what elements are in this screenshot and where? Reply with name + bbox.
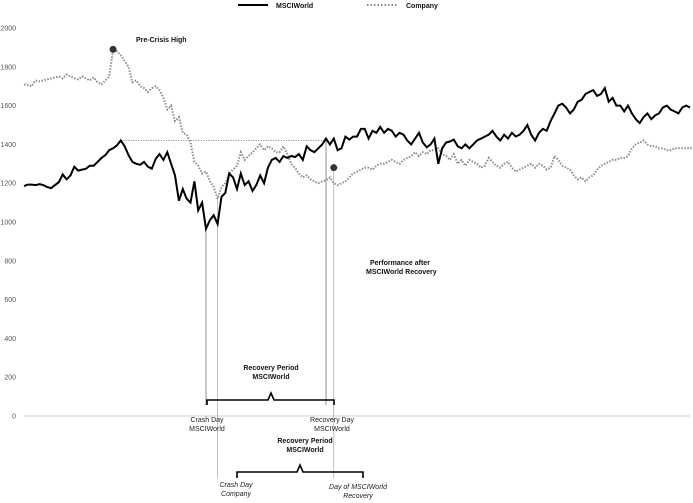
legend-label-company: Company: [406, 3, 438, 10]
y-tick-label: 2000: [0, 26, 16, 33]
annotation-crash-day-msci-line2: MSCIWorld: [189, 426, 225, 433]
y-tick-label: 1800: [0, 64, 16, 71]
annotation-performance-after-2: MSCIWorld Recovery: [366, 269, 437, 276]
y-tick-label: 200: [4, 375, 16, 382]
y-tick-label: 1600: [0, 103, 16, 110]
recovery-period-msciworld-brace: [206, 390, 335, 405]
annotation-crash-day-company-line2: Company: [221, 491, 251, 498]
y-tick-label: 800: [4, 258, 16, 265]
annotation-recovery-period-1-line1: Recovery Period: [243, 365, 298, 372]
annotation-pre-crisis-high: Pre-Crisis High: [136, 37, 187, 44]
legend: MSCIWorld Company: [238, 3, 438, 10]
y-tick-label: 400: [4, 336, 16, 343]
y-tick-label: 1400: [0, 142, 16, 149]
y-tick-label: 1000: [0, 220, 16, 227]
annotation-recovery-day-msci-line2: MSCIWorld: [314, 426, 350, 433]
y-tick-label: 0: [12, 414, 16, 421]
recovery-period-company-brace: [236, 462, 364, 478]
annotation-recovery-period-2-line1: Recovery Period: [277, 438, 332, 445]
series-msciworld-line: [23, 85, 691, 233]
y-axis-ticks: 0 200 400 600 800 1000 1200 1400 1600 1800 2000: [0, 26, 16, 421]
annotation-recovery-day-msci-line1: Recovery Day: [310, 417, 354, 424]
annotation-recovery-period-2-line2: MSCIWorld: [286, 447, 323, 454]
annotation-day-of-recovery-line1: Day of MSCIWorld: [329, 484, 388, 491]
legend-label-msciworld: MSCIWorld: [276, 3, 313, 10]
annotation-day-of-recovery-line2: Recovery: [343, 493, 373, 500]
annotation-performance-after-1: Performance after: [370, 260, 430, 267]
annotation-recovery-period-1-line2: MSCIWorld: [252, 374, 289, 381]
performance-after-recovery-marker: [330, 164, 338, 172]
annotation-crash-day-company-line1: Crash Day: [219, 482, 253, 489]
y-tick-label: 600: [4, 297, 16, 304]
annotation-crash-day-msci-line1: Crash Day: [190, 417, 224, 424]
pre-crisis-high-marker: [109, 45, 117, 53]
series-company-line: [23, 47, 693, 202]
y-tick-label: 1200: [0, 181, 16, 188]
